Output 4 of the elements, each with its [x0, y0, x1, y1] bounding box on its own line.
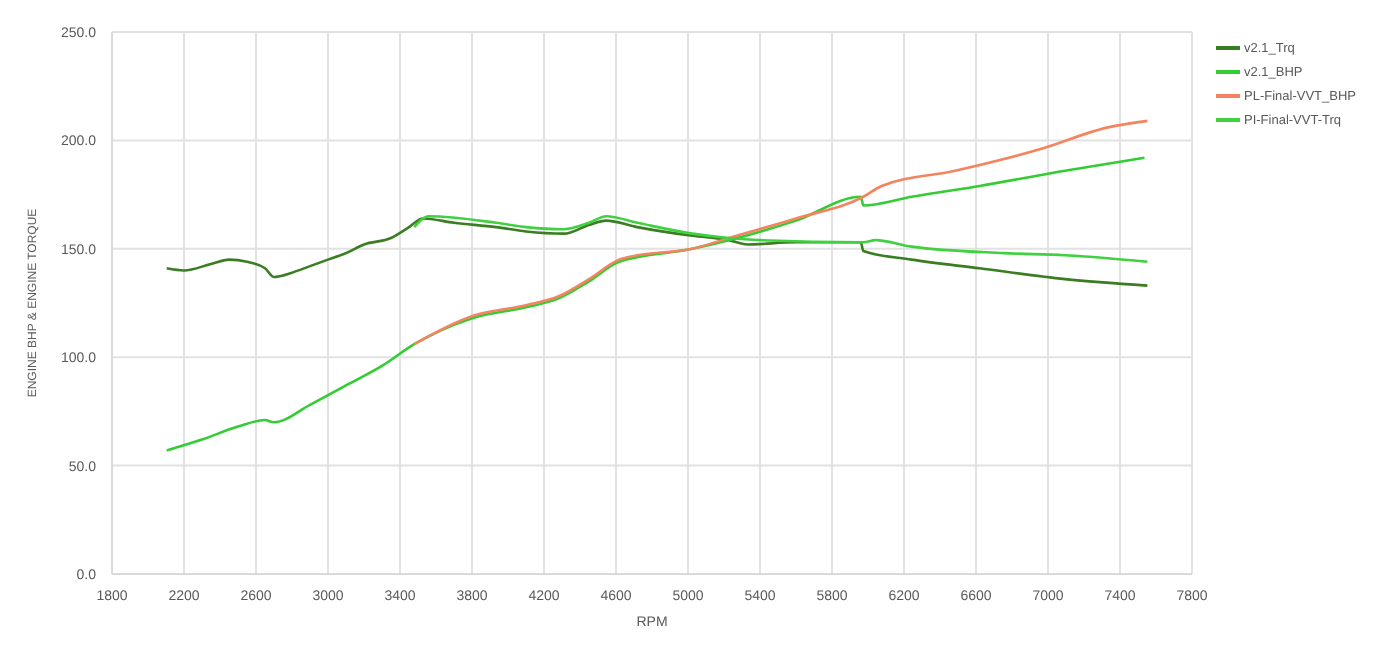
line-series — [412, 119, 1149, 346]
line-series — [412, 214, 1149, 264]
line-series — [165, 156, 1146, 452]
line-series — [165, 217, 1149, 287]
